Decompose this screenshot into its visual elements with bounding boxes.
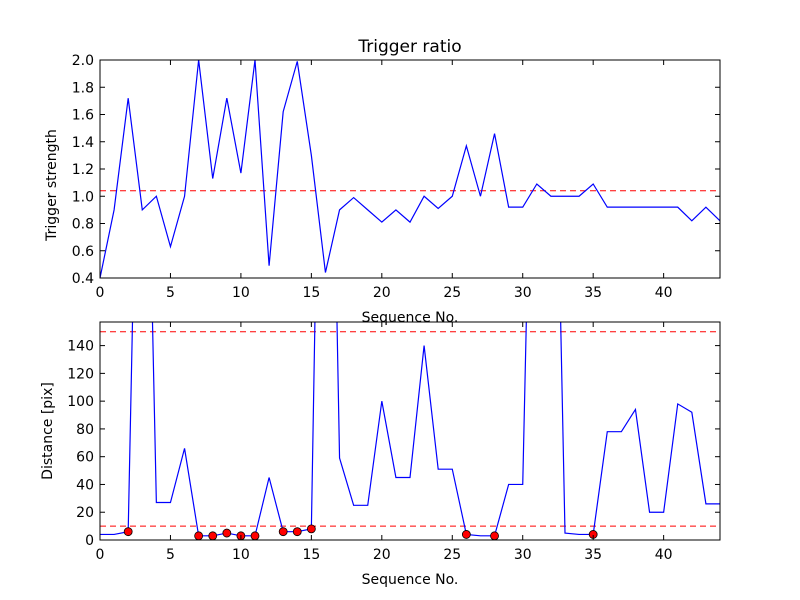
x-tick-label: 10	[232, 547, 250, 563]
data-point	[278, 527, 288, 537]
distance-panel: Distance [pix] Sequence No. 0 5 10 15 20 25 30…	[40, 321, 721, 588]
y-tick-label: 120	[67, 366, 94, 382]
x-tick-label: 5	[166, 547, 175, 563]
x-tick-label: 40	[655, 285, 673, 301]
y-tick-label: 1.4	[72, 135, 94, 151]
x-axis-label: Sequence No.	[362, 310, 459, 326]
x-tick-label: 15	[302, 285, 320, 301]
x-tick-label: 15	[302, 547, 320, 563]
y-tick-label: 0.6	[72, 244, 94, 260]
x-tick-label: 25	[443, 547, 461, 563]
series-line	[100, 322, 720, 537]
x-tick-label: 0	[96, 285, 105, 301]
x-tick-label: 30	[514, 547, 532, 563]
y-tick-label: 80	[76, 422, 94, 438]
data-point	[208, 531, 218, 540]
y-tick-label: 0.4	[72, 271, 94, 287]
x-tick-label: 40	[655, 547, 673, 563]
y-tick-label: 40	[76, 477, 94, 493]
x-tick-label: 5	[166, 285, 175, 301]
y-tick-label: 1.6	[72, 108, 94, 124]
data-point	[306, 524, 316, 534]
x-axis-label: Sequence No.	[362, 572, 459, 588]
data-point	[194, 531, 204, 540]
x-tick-label: 35	[584, 285, 602, 301]
y-tick-label: 0	[85, 533, 94, 549]
plot-area	[100, 60, 720, 278]
x-tick-label: 25	[443, 285, 461, 301]
y-tick-label: 1.8	[72, 80, 94, 96]
data-point	[222, 528, 232, 538]
data-point	[292, 527, 302, 537]
axes-frame	[99, 321, 721, 541]
x-tick-label: 10	[232, 285, 250, 301]
y-tick-label: 140	[67, 339, 94, 355]
data-point	[123, 527, 133, 537]
series-line	[100, 60, 720, 278]
y-tick-label: 1.2	[72, 162, 94, 178]
y-axis-label: Trigger strength	[44, 129, 60, 242]
x-tick-label: 30	[514, 285, 532, 301]
data-point	[490, 531, 499, 540]
x-tick-label: 0	[96, 547, 105, 563]
y-axis-label: Distance [pix]	[40, 382, 56, 480]
y-tick-label: 1.0	[72, 189, 94, 205]
data-point	[250, 531, 260, 540]
y-tick-label: 0.8	[72, 217, 94, 233]
x-tick-label: 20	[373, 547, 391, 563]
y-tick-label: 100	[67, 394, 94, 410]
plot-area	[100, 322, 720, 540]
y-tick-label: 20	[76, 505, 94, 521]
x-tick-label: 35	[584, 547, 602, 563]
data-point	[461, 530, 471, 539]
y-tick-label: 60	[76, 450, 94, 466]
y-tick-label: 2.0	[72, 53, 94, 69]
chart-title: Trigger ratio	[357, 37, 461, 57]
x-tick-label: 20	[373, 285, 391, 301]
